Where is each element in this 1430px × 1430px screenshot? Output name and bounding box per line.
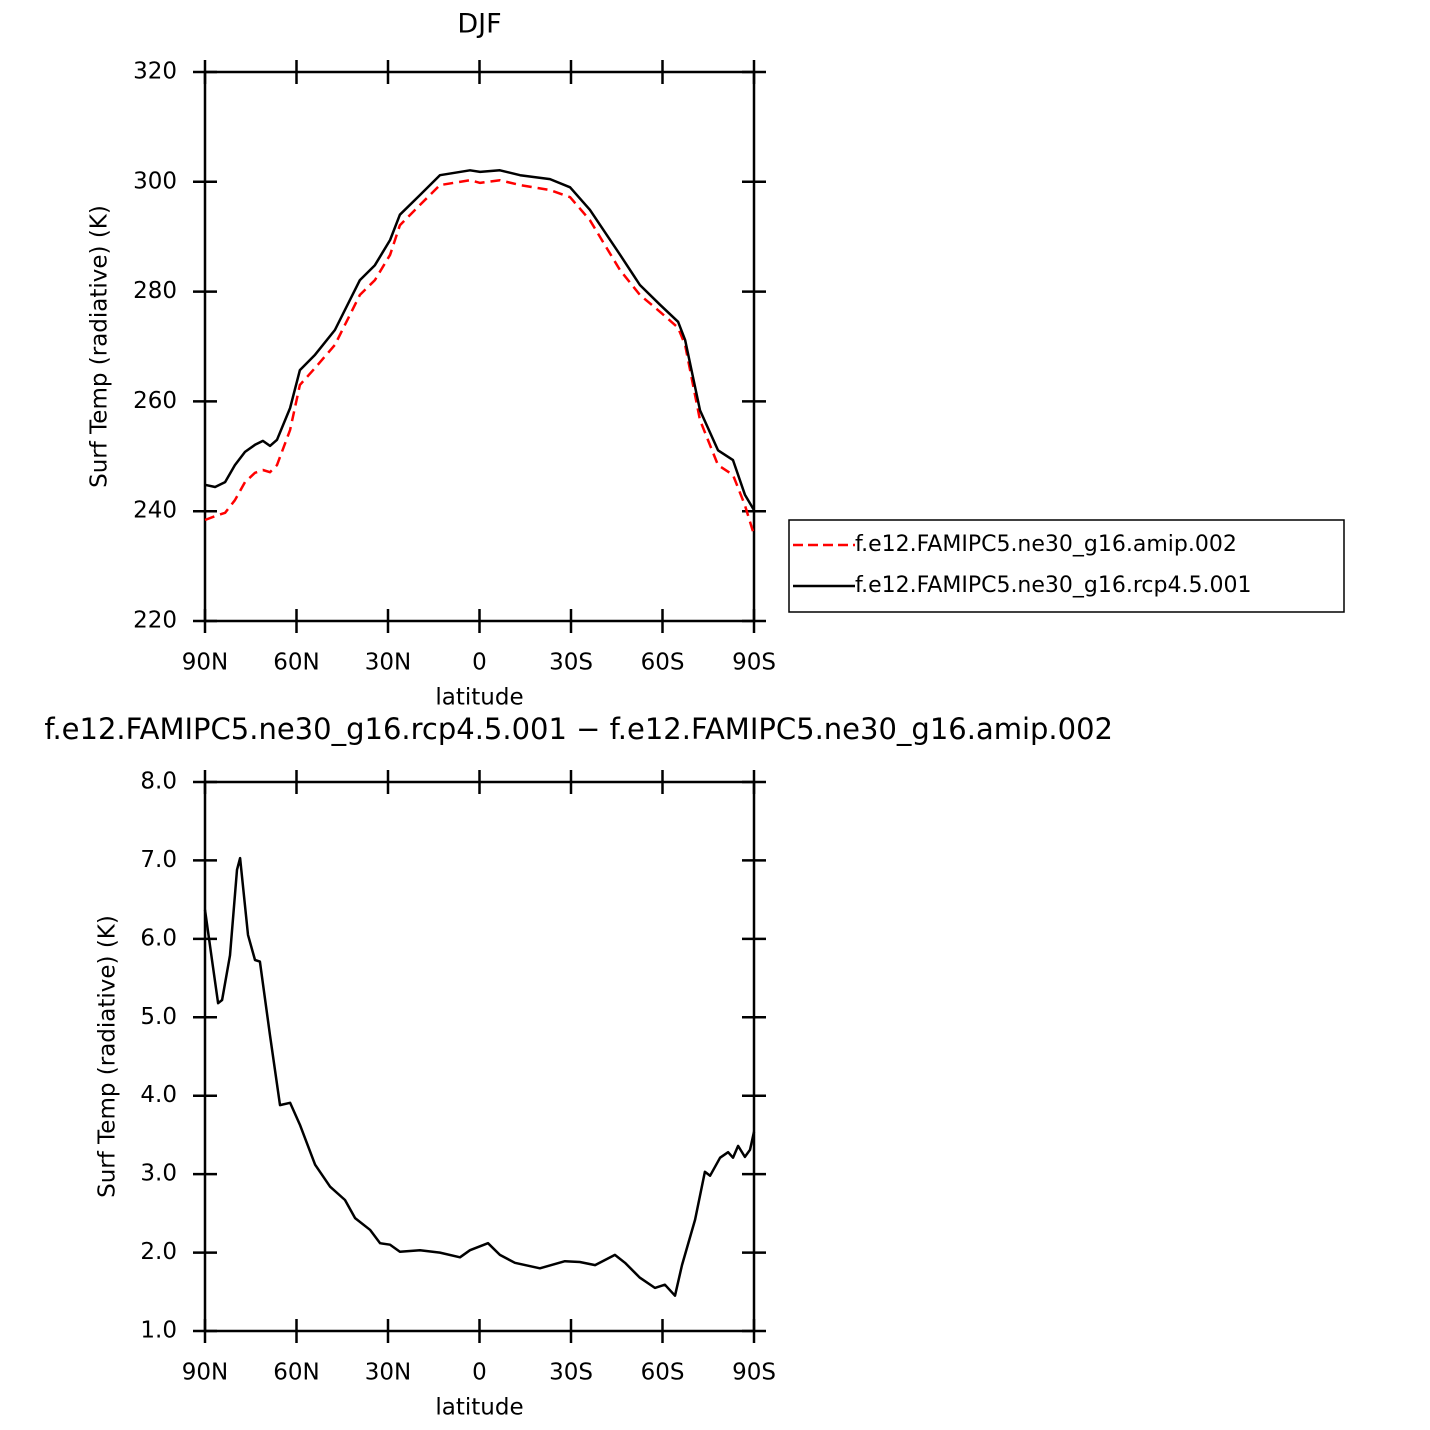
y-tick-label: 4.0 xyxy=(140,1082,177,1108)
plot-frame xyxy=(203,780,756,1333)
x-tick-label: 90S xyxy=(732,650,776,676)
x-tick-label: 30S xyxy=(549,1360,593,1386)
y-tick-label: 300 xyxy=(133,168,177,194)
x-tick-label: 60S xyxy=(641,650,685,676)
y-tick-label: 280 xyxy=(133,278,177,304)
x-tick-label: 0 xyxy=(472,1360,487,1386)
plot-frame xyxy=(203,70,756,623)
chart-title: DJF xyxy=(457,9,501,40)
y-tick-label: 7.0 xyxy=(140,847,177,873)
x-tick-label: 60N xyxy=(273,1360,319,1386)
x-tick-label: 0 xyxy=(472,650,487,676)
y-axis-label: Surf Temp (radiative) (K) xyxy=(95,915,121,1198)
legend-label: f.e12.FAMIPC5.ne30_g16.amip.002 xyxy=(855,532,1237,557)
x-tick-label: 30S xyxy=(549,650,593,676)
data-line xyxy=(204,169,756,511)
x-tick-label: 30N xyxy=(365,1360,411,1386)
x-tick-label: 30N xyxy=(365,650,411,676)
data-line xyxy=(203,856,756,1297)
y-tick-label: 220 xyxy=(133,608,177,634)
y-tick-label: 320 xyxy=(133,59,177,85)
x-tick-label: 90S xyxy=(732,1360,776,1386)
y-tick-label: 260 xyxy=(133,388,177,414)
y-tick-label: 240 xyxy=(133,498,177,524)
x-tick-label: 60S xyxy=(641,1360,685,1386)
y-tick-label: 8.0 xyxy=(140,769,177,795)
data-line xyxy=(204,178,756,536)
y-axis-label: Surf Temp (radiative) (K) xyxy=(87,205,113,488)
y-tick-label: 1.0 xyxy=(140,1318,177,1344)
x-tick-label: 90N xyxy=(182,1360,228,1386)
chart-title: f.e12.FAMIPC5.ne30_g16.rcp4.5.001 − f.e1… xyxy=(44,712,1113,746)
legend-label: f.e12.FAMIPC5.ne30_g16.rcp4.5.001 xyxy=(855,573,1251,598)
y-tick-label: 6.0 xyxy=(140,925,177,951)
x-tick-label: 90N xyxy=(182,650,228,676)
x-axis-label: latitude xyxy=(435,1395,523,1421)
y-tick-label: 5.0 xyxy=(140,1004,177,1030)
y-tick-label: 3.0 xyxy=(140,1161,177,1187)
x-axis-label: latitude xyxy=(435,685,523,711)
y-tick-label: 2.0 xyxy=(140,1239,177,1265)
legend-box xyxy=(788,519,1345,613)
x-tick-label: 60N xyxy=(273,650,319,676)
